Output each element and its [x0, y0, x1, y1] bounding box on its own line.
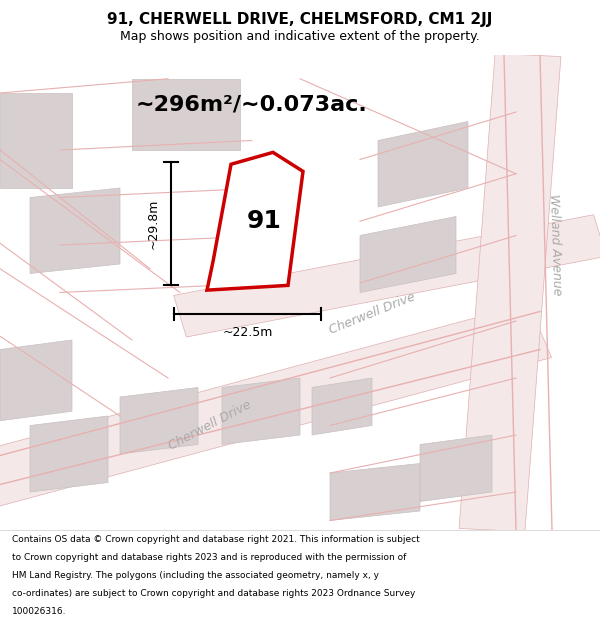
- Text: Cherwell Drive: Cherwell Drive: [327, 291, 417, 337]
- Text: co-ordinates) are subject to Crown copyright and database rights 2023 Ordnance S: co-ordinates) are subject to Crown copyr…: [12, 589, 415, 598]
- Polygon shape: [120, 388, 198, 454]
- Polygon shape: [459, 53, 561, 532]
- Text: ~29.8m: ~29.8m: [146, 199, 160, 249]
- Polygon shape: [0, 304, 551, 519]
- Text: Cherwell Drive: Cherwell Drive: [166, 398, 254, 452]
- Polygon shape: [222, 378, 300, 444]
- Text: ~296m²/~0.073ac.: ~296m²/~0.073ac.: [136, 95, 368, 115]
- Text: 91: 91: [247, 209, 282, 233]
- Polygon shape: [30, 416, 108, 492]
- Text: to Crown copyright and database rights 2023 and is reproduced with the permissio: to Crown copyright and database rights 2…: [12, 552, 406, 562]
- Text: Contains OS data © Crown copyright and database right 2021. This information is : Contains OS data © Crown copyright and d…: [12, 535, 420, 544]
- Polygon shape: [30, 188, 120, 274]
- Text: HM Land Registry. The polygons (including the associated geometry, namely x, y: HM Land Registry. The polygons (includin…: [12, 571, 379, 580]
- Text: 100026316.: 100026316.: [12, 607, 67, 616]
- Polygon shape: [312, 378, 372, 435]
- Polygon shape: [0, 340, 72, 421]
- Text: ~22.5m: ~22.5m: [223, 326, 272, 339]
- Polygon shape: [420, 435, 492, 501]
- Polygon shape: [132, 79, 240, 150]
- Text: 91, CHERWELL DRIVE, CHELMSFORD, CM1 2JJ: 91, CHERWELL DRIVE, CHELMSFORD, CM1 2JJ: [107, 12, 493, 27]
- Text: Welland Avenue: Welland Avenue: [547, 194, 563, 296]
- Polygon shape: [207, 152, 303, 290]
- Text: Map shows position and indicative extent of the property.: Map shows position and indicative extent…: [120, 30, 480, 43]
- Polygon shape: [173, 215, 600, 337]
- Polygon shape: [378, 121, 468, 207]
- Polygon shape: [0, 93, 72, 188]
- Polygon shape: [360, 216, 456, 292]
- Polygon shape: [330, 464, 420, 521]
